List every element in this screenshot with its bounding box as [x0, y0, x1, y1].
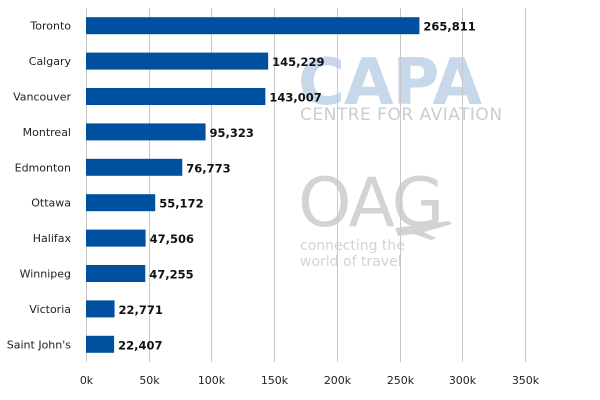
category-label: Ottawa — [31, 197, 71, 210]
bar — [86, 88, 266, 105]
airplane-icon — [395, 221, 452, 240]
oag-subtitle-line1-watermark: connecting the — [300, 238, 405, 254]
category-label: Calgary — [29, 55, 72, 68]
bars — [86, 17, 420, 353]
x-tick-label: 350k — [512, 374, 540, 387]
bar — [86, 194, 156, 212]
category-label: Vancouver — [13, 91, 71, 104]
value-label: 265,811 — [423, 20, 475, 34]
capa-logo-watermark: CAPA — [298, 46, 483, 120]
category-label: Saint John's — [7, 338, 72, 351]
bar — [86, 229, 146, 247]
bar — [86, 265, 146, 282]
x-tick-label: 150k — [261, 374, 289, 387]
category-label: Montreal — [23, 126, 71, 139]
value-label: 95,323 — [210, 126, 254, 140]
value-label: 76,773 — [186, 161, 230, 175]
bar — [86, 158, 183, 176]
value-label: 22,407 — [118, 338, 162, 352]
bar — [86, 17, 420, 35]
category-label: Edmonton — [15, 161, 71, 174]
value-label: 55,172 — [159, 197, 203, 211]
x-tick-label: 0k — [80, 374, 94, 387]
category-label: Toronto — [29, 20, 71, 33]
x-tick-label: 200k — [324, 374, 352, 387]
value-label: 22,771 — [119, 303, 163, 317]
oag-subtitle-line2-watermark: world of travel — [300, 254, 402, 270]
category-label: Winnipeg — [20, 268, 71, 281]
x-tick-label: 100k — [198, 374, 226, 387]
watermark-group: CAPA CENTRE FOR AVIATION OAG connecting … — [298, 46, 503, 270]
bar — [86, 123, 206, 141]
x-tick-label: 250k — [387, 374, 415, 387]
bar — [86, 52, 269, 70]
value-label: 47,506 — [150, 232, 194, 246]
bar — [86, 300, 115, 318]
bar — [86, 335, 115, 353]
capa-subtitle-watermark: CENTRE FOR AVIATION — [300, 105, 503, 125]
value-label: 47,255 — [149, 268, 193, 282]
x-tick-label: 50k — [139, 374, 160, 387]
category-label: Victoria — [29, 303, 71, 316]
category-label: Halifax — [33, 232, 72, 245]
value-label: 143,007 — [269, 91, 321, 105]
x-tick-label: 300k — [449, 374, 477, 387]
labels: 0k 50k 100k 150k 200k 250k 300k 350k Toronto 265,… — [7, 20, 540, 387]
value-label: 145,229 — [272, 55, 324, 69]
